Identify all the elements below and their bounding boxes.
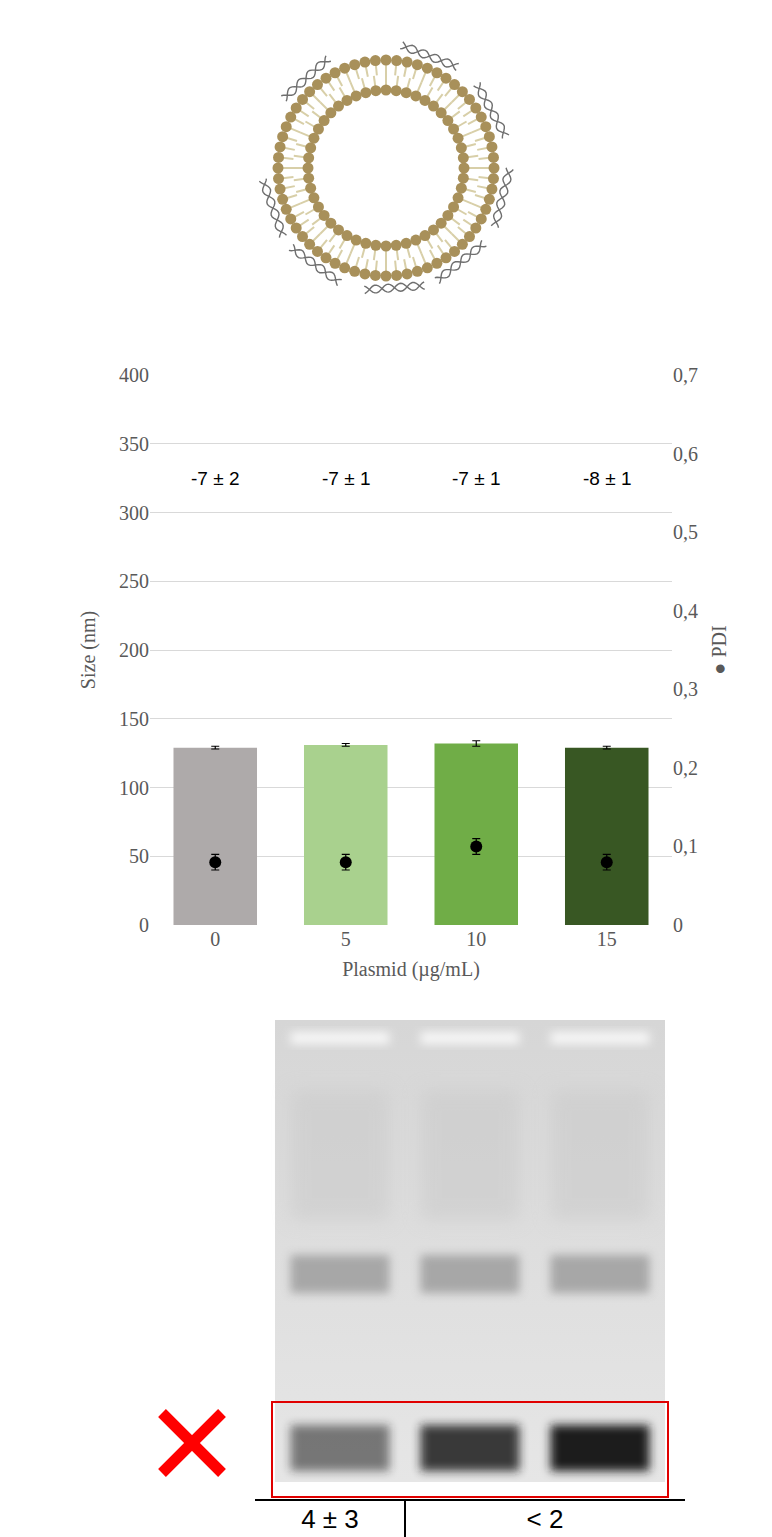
svg-text:0,6: 0,6	[673, 443, 698, 465]
svg-text:-7 ± 1: -7 ± 1	[452, 468, 500, 489]
svg-text:250: 250	[119, 570, 149, 592]
svg-text:0,3: 0,3	[673, 678, 698, 700]
svg-text:< 2: < 2	[527, 1504, 564, 1534]
svg-text:15: 15	[597, 928, 617, 950]
svg-text:300: 300	[119, 502, 149, 524]
svg-text:0,1: 0,1	[673, 835, 698, 857]
svg-text:Plasmid (µg/mL): Plasmid (µg/mL)	[342, 958, 480, 981]
svg-text:0: 0	[139, 914, 149, 936]
svg-text:5: 5	[341, 928, 351, 950]
svg-text:200: 200	[119, 639, 149, 661]
svg-text:Size (nm): Size (nm)	[77, 611, 100, 689]
svg-text:● PDI: ● PDI	[708, 625, 730, 674]
svg-text:150: 150	[119, 708, 149, 730]
svg-text:0: 0	[210, 928, 220, 950]
svg-text:0,7: 0,7	[673, 364, 698, 386]
svg-text:0: 0	[673, 914, 683, 936]
svg-text:4 ± 3: 4 ± 3	[301, 1504, 359, 1534]
svg-text:0,4: 0,4	[673, 600, 698, 622]
svg-text:-7 ± 1: -7 ± 1	[322, 468, 370, 489]
svg-text:100: 100	[119, 777, 149, 799]
svg-text:0,2: 0,2	[673, 757, 698, 779]
svg-text:-7 ± 2: -7 ± 2	[191, 468, 239, 489]
svg-text:350: 350	[119, 433, 149, 455]
svg-text:-8 ± 1: -8 ± 1	[583, 468, 631, 489]
svg-text:10: 10	[466, 928, 486, 950]
svg-text:50: 50	[129, 845, 149, 867]
svg-text:400: 400	[119, 364, 149, 386]
svg-text:0,5: 0,5	[673, 521, 698, 543]
